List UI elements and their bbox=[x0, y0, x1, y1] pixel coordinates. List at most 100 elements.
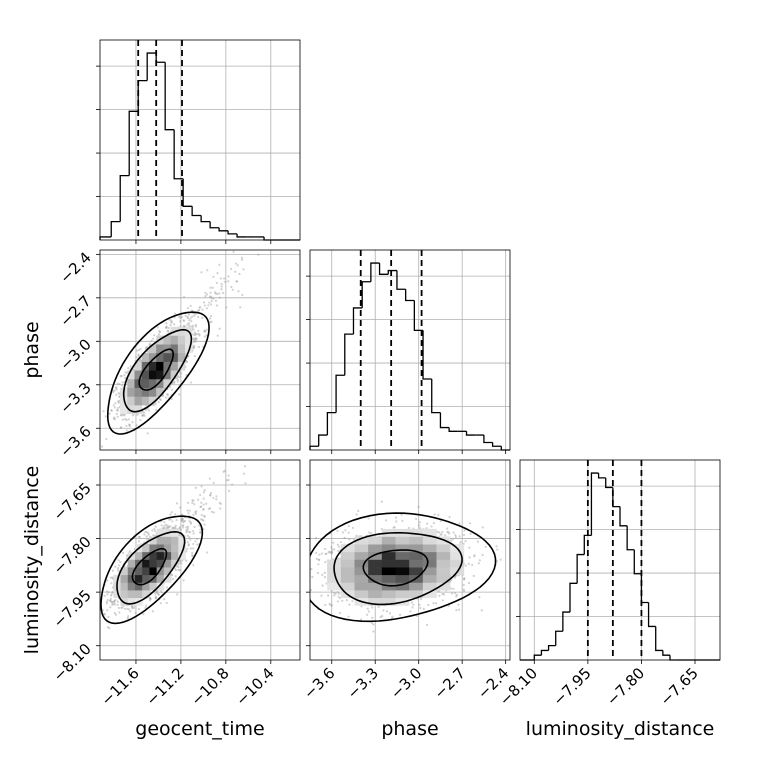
pair-geocent-time-vs-luminosity-distance-point bbox=[194, 540, 197, 543]
pair-geocent-time-vs-luminosity-distance-point bbox=[156, 591, 159, 595]
pair-geocent-time-vs-phase-density-cell bbox=[177, 344, 186, 354]
pair-geocent-time-vs-phase-point bbox=[116, 400, 120, 403]
pair-geocent-time-vs-phase-point bbox=[137, 353, 140, 356]
pair-phase-vs-luminosity-distance-point bbox=[328, 602, 331, 605]
pair-geocent-time-vs-phase-point bbox=[138, 359, 141, 362]
pair-geocent-time-vs-luminosity-distance-point bbox=[113, 599, 116, 603]
pair-geocent-time-vs-phase-density-cell bbox=[170, 344, 179, 354]
pair-geocent-time-vs-phase-point bbox=[194, 340, 197, 343]
pair-geocent-time-vs-luminosity-distance-point bbox=[219, 507, 222, 510]
pair-geocent-time-vs-luminosity-distance-density-cell bbox=[127, 567, 136, 576]
hist-phase-bin-12 bbox=[413, 300, 424, 332]
pair-geocent-time-vs-luminosity-distance-point bbox=[178, 527, 181, 530]
pair-geocent-time-vs-phase-point bbox=[208, 301, 211, 304]
pair-phase-vs-luminosity-distance-point bbox=[448, 532, 451, 535]
pair-geocent-time-vs-luminosity-distance-point bbox=[187, 543, 191, 546]
pair-geocent-time-vs-luminosity-distance-point bbox=[227, 489, 231, 492]
pair-geocent-time-vs-luminosity-distance-point bbox=[174, 513, 177, 516]
pair-phase-vs-luminosity-distance-point bbox=[467, 562, 470, 565]
pair-geocent-time-vs-luminosity-distance-point bbox=[243, 465, 247, 468]
pair-phase-vs-luminosity-distance-point bbox=[419, 606, 422, 610]
pair-geocent-time-vs-luminosity-distance-point bbox=[179, 528, 183, 531]
hist-luminosity-distance-bin-15 bbox=[626, 525, 635, 551]
pair-geocent-time-vs-luminosity-distance-point bbox=[191, 554, 194, 557]
pair-geocent-time-vs-luminosity-distance-density-cell bbox=[127, 559, 136, 568]
hist-phase-bin-14 bbox=[431, 378, 441, 414]
pair-geocent-time-vs-luminosity-distance-point bbox=[109, 597, 112, 600]
pair-geocent-time-vs-phase-point bbox=[188, 324, 191, 327]
pair-geocent-time-vs-luminosity-distance-point bbox=[114, 565, 117, 568]
pair-geocent-time-vs-phase-point bbox=[192, 324, 195, 327]
pair-geocent-time-vs-luminosity-distance-density-cell bbox=[171, 551, 179, 560]
pair-geocent-time-vs-luminosity-distance-point bbox=[175, 502, 179, 505]
pair-geocent-time-vs-phase-point bbox=[119, 426, 123, 430]
pair-geocent-time-vs-phase-density-cell bbox=[177, 326, 186, 336]
pair-geocent-time-vs-phase-point bbox=[124, 417, 127, 421]
pair-geocent-time-vs-luminosity-distance-point bbox=[188, 520, 191, 523]
pair-geocent-time-vs-luminosity-distance-point bbox=[231, 483, 234, 486]
pair-geocent-time-vs-luminosity-distance-point bbox=[117, 606, 120, 610]
pair-geocent-time-vs-phase-point bbox=[189, 304, 192, 308]
pair-geocent-time-vs-phase-point bbox=[211, 286, 214, 289]
pair-geocent-time-vs-luminosity-distance-point bbox=[159, 602, 162, 605]
pair-geocent-time-vs-luminosity-distance-density-cell bbox=[156, 536, 165, 545]
pair-geocent-time-vs-luminosity-distance-point bbox=[210, 510, 214, 513]
pair-geocent-time-vs-phase-point bbox=[192, 346, 195, 349]
hist-luminosity-distance-bin-20 bbox=[662, 650, 670, 656]
pair-geocent-time-vs-phase-point bbox=[216, 334, 219, 337]
pair-geocent-time-vs-luminosity-distance-point bbox=[121, 606, 124, 609]
pair-geocent-time-vs-phase-contour-1 bbox=[122, 329, 193, 413]
pair-geocent-time-vs-phase-point bbox=[237, 290, 240, 293]
pair-phase-vs-luminosity-distance-point bbox=[345, 599, 348, 602]
hist-phase-bin-8 bbox=[378, 263, 389, 275]
pair-geocent-time-vs-luminosity-distance-density-cell bbox=[149, 582, 157, 591]
pair-geocent-time-vs-luminosity-distance-point bbox=[202, 491, 206, 494]
pair-geocent-time-vs-phase-density-cell bbox=[170, 352, 179, 362]
pair-geocent-time-vs-luminosity-distance-point bbox=[116, 569, 120, 572]
pair-geocent-time-vs-phase-point bbox=[198, 306, 201, 309]
pair-geocent-time-vs-luminosity-distance-point bbox=[103, 612, 106, 615]
pair-geocent-time-vs-phase-density-cell bbox=[148, 361, 157, 371]
pair-geocent-time-vs-luminosity-distance-point bbox=[182, 526, 185, 529]
pair-geocent-time-vs-luminosity-distance-point bbox=[119, 561, 122, 564]
pair-geocent-time-vs-phase-point bbox=[230, 267, 233, 271]
pair-geocent-time-vs-phase-point bbox=[201, 308, 204, 311]
pair-geocent-time-vs-phase-point bbox=[184, 314, 187, 317]
pair-geocent-time-vs-luminosity-distance-point bbox=[189, 547, 192, 550]
pair-geocent-time-vs-luminosity-distance-point bbox=[165, 526, 168, 529]
pair-geocent-time-vs-phase-point bbox=[218, 327, 221, 330]
pair-geocent-time-vs-phase-point bbox=[118, 399, 121, 403]
pair-geocent-time-vs-luminosity-distance-point bbox=[105, 602, 109, 605]
pair-geocent-time-vs-phase-point bbox=[146, 350, 150, 353]
pair-geocent-time-vs-phase-point bbox=[209, 291, 212, 294]
pair-geocent-time-vs-phase-point bbox=[192, 341, 195, 344]
pair-geocent-time-vs-phase-density-cell bbox=[185, 335, 193, 345]
pair-geocent-time-vs-phase-point bbox=[201, 316, 204, 319]
pair-phase-vs-luminosity-distance-point bbox=[458, 535, 461, 538]
pair-geocent-time-vs-phase-density-cell bbox=[134, 396, 143, 406]
pair-geocent-time-vs-phase-point bbox=[208, 295, 211, 298]
pair-geocent-time-vs-phase-point bbox=[193, 314, 196, 317]
pair-geocent-time-vs-phase-point bbox=[195, 338, 198, 341]
pair-geocent-time-vs-phase-point bbox=[141, 414, 144, 417]
pair-geocent-time-vs-luminosity-distance-point bbox=[192, 513, 195, 516]
pair-geocent-time-vs-phase-point bbox=[240, 256, 244, 259]
pair-geocent-time-vs-phase-density-cell bbox=[127, 405, 135, 415]
pair-geocent-time-vs-phase-density-cell bbox=[148, 378, 157, 388]
pair-geocent-time-vs-phase-density-cell bbox=[148, 344, 157, 354]
pair-phase-vs-luminosity-distance-point bbox=[310, 567, 313, 571]
pair-geocent-time-vs-phase-point bbox=[115, 386, 118, 389]
pair-geocent-time-vs-phase-point bbox=[223, 277, 226, 280]
pair-geocent-time-vs-luminosity-distance-density-cell bbox=[127, 597, 136, 606]
pair-geocent-time-vs-luminosity-distance-point bbox=[222, 470, 225, 473]
pair-geocent-time-vs-luminosity-distance-density-cell bbox=[113, 574, 121, 583]
pair-geocent-time-vs-luminosity-distance-point bbox=[203, 523, 206, 526]
pair-geocent-time-vs-phase-point bbox=[216, 292, 219, 296]
pair-geocent-time-vs-phase-point bbox=[116, 415, 119, 418]
pair-geocent-time-vs-luminosity-distance-point bbox=[144, 606, 147, 609]
hist-geocent-time-bin-9 bbox=[182, 178, 193, 207]
pair-geocent-time-vs-luminosity-distance-point bbox=[154, 525, 157, 528]
hist-geocent-time-bin-8 bbox=[173, 129, 184, 180]
pair-geocent-time-vs-luminosity-distance-density-cell bbox=[113, 590, 121, 599]
pair-geocent-time-vs-phase-density-cell bbox=[156, 344, 164, 354]
